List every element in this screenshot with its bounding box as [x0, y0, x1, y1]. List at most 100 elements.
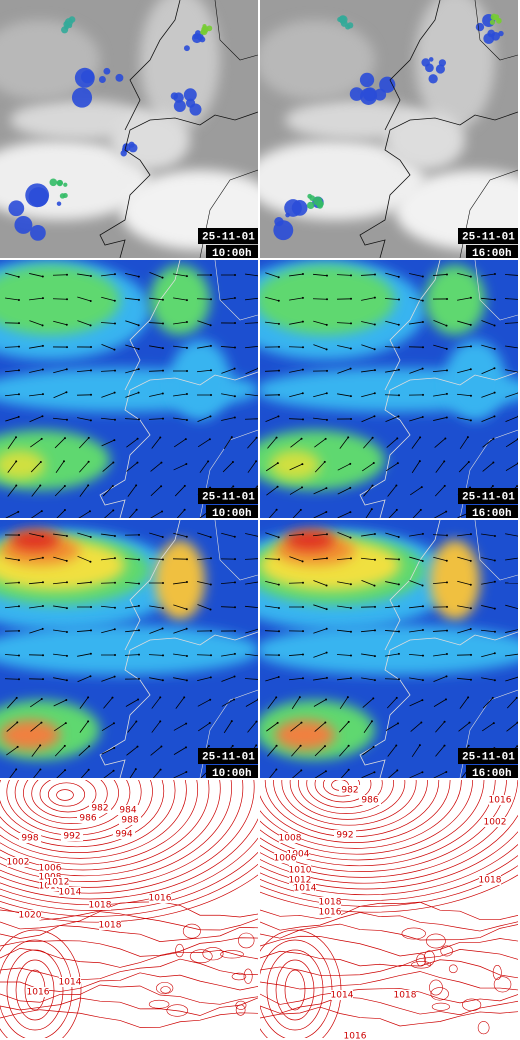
wind-arrow	[337, 368, 351, 374]
isobar-label-bg	[59, 977, 81, 987]
wind-arrow	[6, 746, 18, 756]
coastline	[384, 0, 441, 131]
wind-arrow-head	[397, 346, 400, 349]
wind-arrow-head	[493, 415, 496, 418]
wind-zone	[275, 720, 335, 750]
wind-zone	[445, 340, 505, 420]
isobar-detail	[477, 1021, 490, 1035]
wind-arrow	[458, 461, 470, 473]
isobar-detail	[220, 950, 244, 959]
wind-arrow-head	[395, 744, 398, 747]
wind-arrow-head	[277, 536, 280, 539]
wind-arrow	[149, 272, 163, 278]
wind-arrow-head	[517, 371, 518, 373]
wind-arrow-head	[373, 605, 376, 608]
wind-arrow	[173, 604, 187, 610]
wind-arrow	[457, 605, 471, 609]
wind-arrow-head	[209, 698, 212, 701]
wind-arrow	[77, 320, 91, 326]
wind-arrow	[505, 392, 518, 398]
wind-zone	[260, 625, 518, 675]
isobar-label-bg	[7, 857, 29, 867]
wind-arrow-head	[89, 275, 92, 278]
wind-arrow-head	[276, 485, 279, 488]
precip-cell	[291, 200, 308, 216]
wind-arrow-head	[396, 769, 399, 772]
isobar	[0, 818, 258, 900]
time-label: 10:00h	[212, 768, 252, 780]
wind-arrow	[173, 463, 187, 471]
wind-arrow-head	[137, 368, 140, 371]
wind-arrow	[197, 345, 211, 349]
wind-arrow-head	[349, 322, 352, 325]
wind-arrow	[7, 485, 17, 497]
wind-arrow-head	[230, 436, 233, 439]
wind-arrow	[291, 745, 301, 757]
wind-arrow-head	[40, 721, 43, 724]
wind-arrow	[80, 769, 89, 778]
wind-arrow-head	[113, 299, 116, 302]
wind-arrow	[289, 273, 303, 277]
wind-arrow	[409, 321, 423, 325]
wind-arrow	[52, 417, 68, 421]
wind-arrow	[481, 367, 495, 375]
wind-arrow-head	[112, 769, 115, 772]
wind-arrow	[457, 580, 471, 586]
wind-arrow	[265, 462, 279, 472]
wind-arrow	[481, 273, 495, 277]
wind-arrow-head	[257, 607, 258, 608]
wind-arrow-head	[298, 696, 301, 699]
wind-arrow	[457, 272, 471, 278]
wind-arrow-head	[325, 676, 328, 679]
wind-arrow-head	[233, 675, 236, 678]
wind-zone	[285, 530, 335, 550]
wind-arrow	[78, 437, 90, 449]
time-label: 10:00h	[212, 508, 252, 520]
isobar	[289, 780, 406, 820]
wind-arrow-head	[469, 368, 472, 371]
isobar-label-bg	[119, 815, 141, 825]
precip-cell	[274, 217, 284, 227]
wind-zone	[150, 265, 210, 335]
wind-arrow	[53, 368, 67, 374]
wind-arrow-head	[257, 395, 258, 397]
wind-arrow-head	[209, 415, 212, 418]
wind-arrow-head	[87, 696, 90, 699]
precip-cell	[475, 22, 485, 32]
wind-arrow	[125, 297, 139, 301]
isobar-detail	[235, 1000, 247, 1010]
wind-arrow-head	[113, 418, 116, 421]
wind-arrow-head	[17, 559, 20, 562]
wind-arrow-head	[445, 629, 448, 632]
date-label: 25-11-01	[202, 491, 255, 503]
wind-arrow-head	[161, 392, 164, 395]
wind-arrow	[221, 676, 235, 682]
wind-arrow	[56, 509, 66, 518]
wind-arrow-head	[325, 651, 328, 654]
wind-arrow-head	[135, 508, 138, 511]
wind-arrow	[265, 321, 279, 325]
isobar-label: 1018	[89, 901, 112, 911]
isobar-label-bg	[339, 785, 361, 795]
wind-arrow-head	[185, 581, 188, 584]
isobar-label: 1018	[99, 921, 122, 931]
wind-arrow-head	[469, 653, 472, 656]
wind-arrow	[29, 557, 43, 561]
isobar-detail	[430, 987, 449, 1001]
wind-arrow-head	[233, 652, 236, 655]
wind-arrow	[149, 345, 163, 349]
wind-arrow	[77, 296, 91, 302]
wind-arrow-head	[419, 436, 422, 439]
wind-arrow-head	[373, 532, 376, 535]
coastline	[214, 0, 258, 61]
pressure-panel	[260, 780, 518, 1038]
wind-arrow	[101, 747, 115, 755]
wind-arrow-head	[113, 322, 116, 325]
wind-arrow-head	[421, 275, 424, 278]
wind-arrow	[409, 580, 423, 586]
wind-arrow-head	[41, 535, 44, 538]
wind-arrow	[5, 511, 19, 518]
wind-arrow	[410, 722, 422, 732]
wind-arrow	[245, 297, 258, 301]
wind-arrow-head	[493, 607, 496, 610]
